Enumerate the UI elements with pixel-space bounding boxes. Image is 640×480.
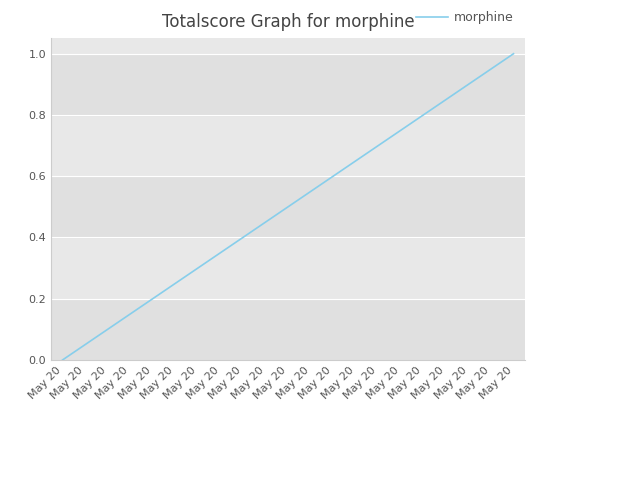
morphine bbox=[419, 112, 427, 118]
morphine bbox=[284, 204, 292, 210]
Title: Totalscore Graph for morphine: Totalscore Graph for morphine bbox=[162, 13, 414, 31]
morphine bbox=[172, 280, 179, 286]
Bar bbox=[51, 176, 525, 238]
morphine bbox=[374, 143, 382, 148]
morphine bbox=[262, 219, 269, 225]
Bar bbox=[51, 115, 525, 176]
morphine bbox=[509, 51, 517, 57]
morphine bbox=[126, 311, 134, 317]
morphine bbox=[239, 235, 247, 240]
Bar bbox=[51, 238, 525, 299]
morphine bbox=[194, 265, 202, 271]
morphine bbox=[442, 97, 450, 103]
morphine bbox=[465, 82, 472, 87]
morphine bbox=[104, 326, 111, 332]
morphine bbox=[216, 250, 224, 256]
Legend: morphine: morphine bbox=[412, 6, 518, 29]
morphine bbox=[149, 296, 157, 301]
morphine bbox=[397, 127, 404, 133]
morphine bbox=[487, 66, 495, 72]
Bar bbox=[51, 38, 525, 54]
Line: morphine: morphine bbox=[63, 54, 513, 360]
morphine bbox=[59, 357, 67, 363]
Bar bbox=[51, 54, 525, 115]
morphine bbox=[329, 173, 337, 179]
morphine bbox=[81, 342, 89, 348]
morphine bbox=[352, 158, 360, 164]
morphine bbox=[307, 189, 314, 194]
Bar bbox=[51, 299, 525, 360]
